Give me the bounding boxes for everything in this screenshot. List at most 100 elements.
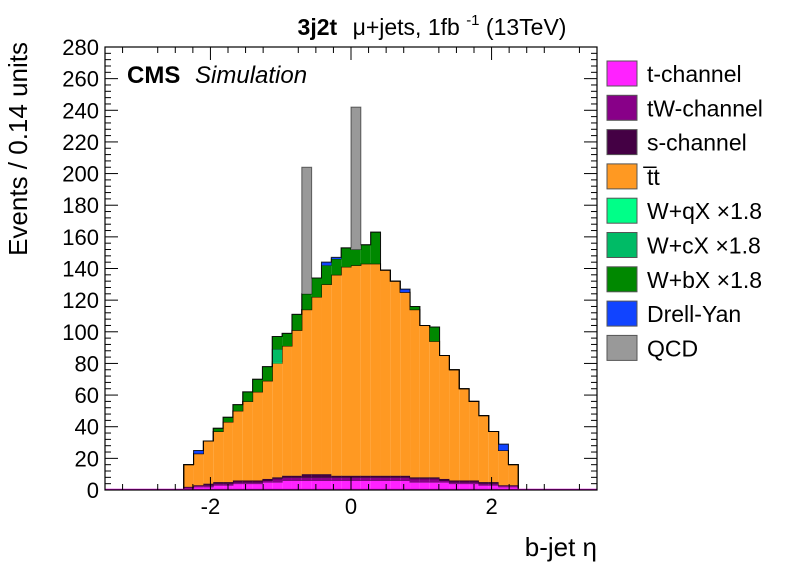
bar-series-3-bin-13 [311, 296, 322, 475]
bar-series-0-bin-28 [459, 483, 470, 490]
bar-series-0-bin-11 [291, 480, 302, 490]
y-tick-label-8: 160 [62, 225, 99, 250]
bar-series-2-bin-10 [282, 475, 292, 478]
bar-series-1-bin-21 [390, 477, 401, 481]
chart-title-superscript: -1 [466, 12, 479, 29]
y-tick-label-6: 120 [62, 288, 99, 313]
bar-series-0-bin-18 [360, 480, 371, 490]
bar-series-1-bin-19 [370, 477, 381, 481]
bar-series-1-bin-30 [478, 483, 489, 486]
bar-series-2-bin-24 [419, 477, 430, 479]
bar-series-6-bin-16 [341, 247, 351, 267]
y-tick-label-14: 280 [62, 35, 99, 60]
bar-series-6-bin-10 [282, 333, 292, 347]
bar-series-2-bin-29 [469, 480, 479, 483]
bar-series-2-bin-27 [449, 480, 460, 483]
bar-series-1-bin-9 [272, 478, 283, 483]
cms-label-main: CMS [127, 62, 180, 89]
y-tick-label-10: 200 [62, 162, 99, 187]
y-tick-label-3: 60 [75, 383, 99, 408]
legend-item-1: tW-channel [606, 94, 763, 121]
bar-series-3-bin-28 [459, 388, 470, 481]
bar-series-2-bin-9 [272, 477, 283, 479]
legend-swatch-6 [606, 266, 638, 293]
bar-series-3-bin-5 [232, 410, 243, 481]
bar-series-2-bin-7 [252, 480, 263, 483]
series-8 [183, 106, 519, 490]
bar-series-0-bin-22 [400, 480, 411, 490]
bar-series-3-bin-10 [282, 346, 292, 476]
y-tick-label-4: 80 [75, 351, 99, 376]
bar-series-6-bin-23 [410, 306, 420, 310]
bar-series-2-bin-31 [488, 482, 499, 484]
bar-series-6-bin-14 [321, 265, 332, 285]
bar-series-3-bin-18 [360, 263, 371, 476]
legend-label-1: tW-channel [647, 95, 763, 121]
y-tick-label-2: 40 [75, 415, 99, 440]
bar-series-0-bin-25 [429, 482, 440, 490]
bar-series-1-bin-25 [429, 478, 440, 483]
bar-series-3-bin-22 [400, 292, 411, 476]
bar-series-6-bin-5 [232, 404, 243, 411]
bar-series-1-bin-29 [469, 482, 479, 484]
bar-series-7-bin-15 [331, 257, 342, 260]
bar-series-0-bin-3 [213, 485, 224, 490]
chart-title-suffix: (13TeV) [486, 14, 567, 40]
bar-series-0-bin-1 [193, 486, 204, 490]
bar-series-1-bin-28 [459, 482, 470, 484]
bar-series-1-bin-8 [262, 480, 273, 483]
bar-series-1-bin-31 [488, 483, 499, 486]
bar-series-4-bin-9 [272, 361, 283, 364]
bar-series-6-bin-18 [360, 244, 371, 264]
bar-series-0-bin-20 [380, 480, 391, 490]
legend-swatch-0 [606, 60, 638, 87]
bar-series-2-bin-20 [380, 475, 391, 478]
bar-series-6-bin-9 [272, 336, 283, 350]
outline-series-8 [183, 106, 519, 490]
bar-series-1-bin-17 [351, 477, 361, 481]
bar-series-2-bin-15 [331, 475, 342, 478]
bar-series-2-bin-2 [203, 483, 214, 486]
bar-series-6-bin-17 [351, 249, 361, 266]
y-axis-label: Events / 0.14 units [3, 42, 33, 256]
bar-series-1-bin-22 [400, 477, 411, 481]
bar-series-2-bin-14 [321, 474, 332, 478]
bar-series-0-bin-17 [351, 480, 361, 490]
legend-item-0: t-channel [606, 60, 742, 87]
bar-series-3-bin-9 [272, 363, 283, 478]
bar-series-7-bin-32 [498, 444, 509, 451]
bar-series-2-bin-21 [390, 475, 401, 478]
bar-series-0-bin-6 [242, 483, 253, 490]
bar-series-3-bin-25 [429, 341, 440, 478]
bar-series-2-bin-12 [301, 474, 312, 478]
y-tick-label-5: 100 [62, 320, 99, 345]
bar-series-0-bin-23 [410, 482, 420, 490]
bar-series-2-bin-5 [232, 480, 243, 483]
legend-item-8: QCD [606, 334, 698, 361]
bar-series-6-bin-12 [301, 293, 312, 310]
legend-item-5: W+cX ×1.8 [606, 232, 761, 259]
legend: t-channel tW-channel s-channel t̅t W+qX ×1.8… [606, 60, 763, 361]
bar-series-3-bin-15 [331, 274, 342, 476]
bar-series-6-bin-25 [429, 327, 440, 342]
bar-series-1-bin-33 [508, 485, 519, 487]
y-tick-label-1: 20 [75, 446, 99, 471]
bar-series-0-bin-27 [449, 483, 460, 490]
bar-series-3-bin-26 [439, 355, 450, 479]
bar-series-2-bin-30 [478, 482, 489, 484]
bar-series-3-bin-2 [203, 440, 214, 484]
bar-series-2-bin-18 [360, 475, 371, 478]
bar-series-6-bin-19 [370, 232, 381, 264]
bar-series-2-bin-13 [311, 474, 322, 478]
legend-label-5: W+cX ×1.8 [647, 233, 761, 259]
bar-series-0-bin-30 [478, 485, 489, 490]
bar-series-0-bin-26 [439, 482, 450, 490]
bar-series-7-bin-1 [193, 450, 204, 454]
bar-series-0-bin-16 [341, 480, 351, 490]
bar-series-3-bin-0 [183, 464, 194, 487]
bar-series-3-bin-1 [193, 453, 204, 486]
legend-label-8: QCD [647, 335, 698, 361]
bar-series-3-bin-6 [242, 401, 253, 481]
bar-series-1-bin-3 [213, 483, 224, 486]
